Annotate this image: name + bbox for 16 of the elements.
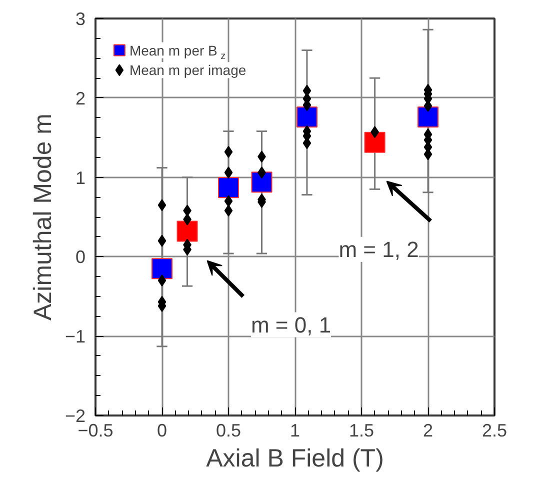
x-tick-label: 1.5	[348, 420, 374, 440]
x-axis-title: Axial B Field (T)	[206, 444, 384, 472]
annotation: m = 1, 2	[338, 236, 419, 262]
y-tick-label: 2	[75, 88, 86, 108]
y-tick-label: 1	[75, 168, 86, 188]
annotation: m = 0, 1	[250, 312, 332, 338]
x-tick-label: 2.5	[482, 420, 508, 440]
y-axis-title: Azimuthal Mode m	[28, 113, 57, 321]
y-tick-label: 3	[75, 9, 86, 29]
y-tick-label: −1	[64, 326, 86, 347]
x-tick-label: 2	[422, 420, 434, 440]
x-tick-label: 0	[156, 420, 168, 440]
legend-label: Mean m per image	[129, 62, 246, 78]
y-tick-label: 0	[75, 247, 86, 268]
x-tick-label: 1	[290, 420, 300, 440]
x-tick-label: 0.5	[216, 420, 242, 440]
